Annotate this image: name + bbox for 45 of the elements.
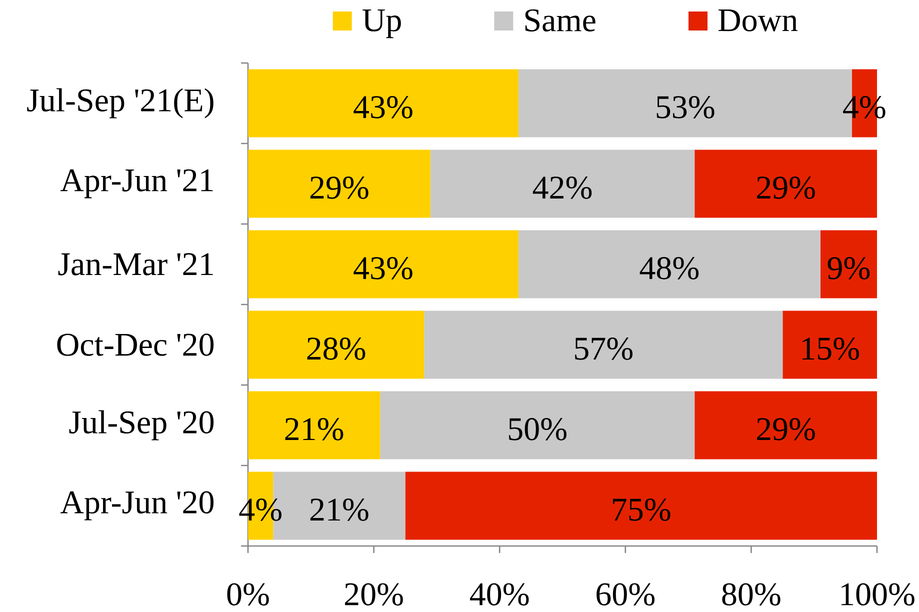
data-label: 75% [613, 498, 670, 521]
bar [694, 391, 878, 460]
data-label: 28% [307, 338, 366, 360]
bar [820, 230, 878, 298]
data-label: 21% [285, 418, 344, 440]
bar [248, 230, 518, 298]
bar [405, 472, 878, 540]
x-tick-label: 0% [227, 583, 269, 606]
data-label: 29% [310, 176, 368, 199]
data-label: 50% [509, 418, 566, 440]
data-label: 15% [802, 338, 859, 360]
bar [248, 391, 380, 460]
y-tick-label: Jul-Sep '21(E) [27, 88, 214, 118]
x-tick-label: 40% [470, 583, 529, 606]
bar [248, 69, 518, 138]
bar [248, 310, 424, 379]
data-label: 42% [532, 176, 592, 199]
y-tick-label: Jan-Mar '21 [58, 253, 213, 276]
data-label: 43% [354, 257, 412, 280]
data-label: 53% [656, 96, 714, 118]
y-tick-label: Jul-Sep '20 [69, 410, 214, 440]
y-tick-label: Apr-Jun '21 [60, 169, 213, 198]
data-label: 21% [310, 498, 368, 521]
x-tick-label: 80% [722, 583, 780, 606]
bar [380, 391, 695, 460]
bar [518, 230, 820, 298]
bar [782, 310, 878, 379]
legend-label: Down [718, 9, 798, 32]
data-label: 29% [757, 176, 815, 199]
data-label: 43% [354, 96, 412, 118]
bar [424, 310, 783, 379]
x-tick-label: 60% [596, 583, 655, 606]
bar [248, 150, 430, 218]
legend-label: Up [362, 9, 401, 38]
y-tick-label: Apr-Jun '20 [60, 491, 214, 520]
data-label: 9% [828, 257, 870, 280]
data-label: 57% [575, 338, 633, 360]
legend-label: Same [525, 9, 596, 32]
data-label: 48% [640, 257, 699, 280]
bar [694, 150, 878, 218]
bar [430, 150, 695, 218]
y-tick-label: Oct-Dec '20 [57, 334, 214, 356]
x-tick-label: 100% [841, 583, 914, 606]
x-tick-label: 20% [345, 583, 403, 606]
data-label: 29% [757, 418, 815, 440]
